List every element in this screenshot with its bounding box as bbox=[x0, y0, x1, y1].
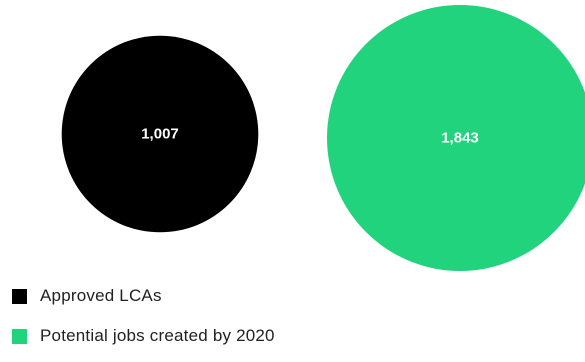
bubble-value-label-approved-lcas: 1,007 bbox=[141, 126, 179, 143]
legend-item-approved-lcas: Approved LCAs bbox=[12, 282, 275, 310]
bubble-chart-figure: 1,007 1,843 Approved LCAs Potential jobs … bbox=[12, 5, 585, 345]
bubble-labels-layer: 1,007 1,843 bbox=[141, 126, 479, 147]
bubble-chart: 1,007 1,843 bbox=[61, 5, 585, 271]
legend: Approved LCAs Potential jobs created by … bbox=[12, 282, 275, 362]
legend-item-potential-jobs: Potential jobs created by 2020 bbox=[12, 322, 275, 350]
legend-swatch-potential-jobs bbox=[12, 328, 27, 344]
legend-label-approved-lcas: Approved LCAs bbox=[40, 286, 162, 305]
bubbles-layer bbox=[61, 5, 585, 271]
bubble-potential-jobs-created-by-2020 bbox=[327, 5, 585, 271]
bubble-approved-lcas bbox=[61, 35, 259, 233]
bubble-value-label-potential-jobs-created-by-2020: 1,843 bbox=[441, 130, 479, 147]
legend-label-potential-jobs: Potential jobs created by 2020 bbox=[40, 326, 275, 345]
legend-swatch-approved-lcas bbox=[12, 288, 27, 304]
